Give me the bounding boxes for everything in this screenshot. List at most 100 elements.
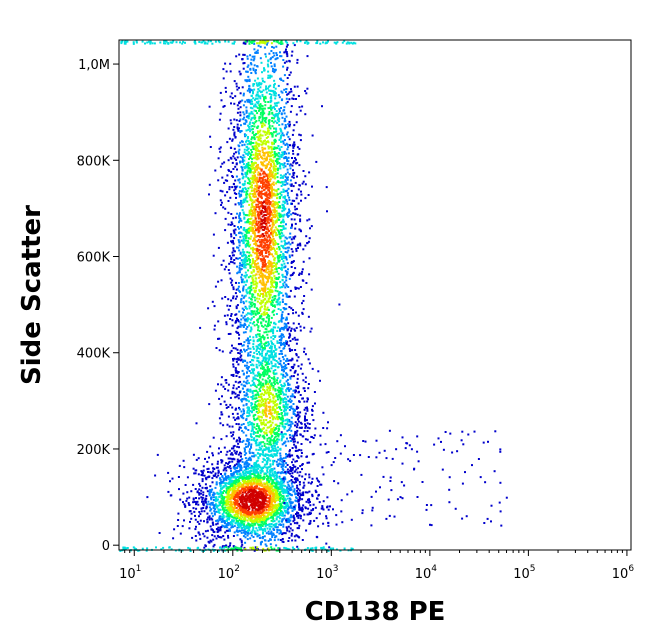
event-point — [217, 474, 220, 477]
event-point — [278, 291, 281, 294]
event-point — [247, 472, 249, 474]
event-point — [279, 192, 282, 195]
event-point — [251, 107, 254, 110]
event-point — [240, 541, 243, 544]
event-point — [263, 495, 266, 498]
event-point — [272, 271, 275, 274]
event-point — [273, 146, 276, 149]
event-point — [251, 227, 254, 230]
event-point — [252, 274, 255, 277]
event-point — [183, 519, 185, 522]
event-point — [248, 80, 251, 82]
event-point — [238, 217, 241, 219]
event-point — [247, 237, 250, 240]
event-point — [259, 337, 262, 340]
event-point — [292, 94, 295, 97]
event-point — [315, 517, 318, 520]
event-point — [251, 112, 254, 115]
event-point — [246, 189, 249, 192]
event-point — [238, 446, 240, 449]
event-point — [252, 278, 255, 281]
event-point — [213, 512, 216, 515]
event-point — [294, 539, 297, 542]
event-point — [262, 523, 265, 526]
event-point — [271, 490, 274, 493]
event-point — [216, 522, 219, 525]
event-point — [262, 536, 264, 538]
event-point — [226, 486, 229, 489]
event-point — [292, 129, 295, 132]
event-point — [296, 489, 299, 492]
event-point — [293, 517, 296, 520]
event-point — [201, 486, 204, 489]
event-point — [243, 465, 246, 468]
event-point — [253, 481, 255, 484]
event-point — [241, 324, 244, 327]
event-point — [232, 347, 235, 350]
event-point — [255, 97, 258, 100]
event-point — [251, 502, 253, 505]
event-point — [224, 229, 227, 232]
event-point — [285, 102, 288, 105]
event-point — [278, 523, 281, 526]
event-point — [288, 500, 291, 502]
event-point — [246, 55, 249, 58]
event-point — [292, 236, 295, 239]
event-point — [267, 70, 270, 73]
event-point — [215, 519, 218, 522]
event-point — [237, 482, 240, 485]
event-point — [254, 72, 257, 75]
event-point — [268, 126, 271, 129]
event-point — [291, 539, 294, 542]
event-point — [235, 319, 238, 322]
event-point — [241, 344, 244, 347]
event-point — [247, 152, 250, 155]
event-point — [236, 534, 239, 537]
event-point — [275, 483, 278, 486]
event-point — [167, 471, 170, 474]
event-point — [308, 473, 311, 476]
event-point — [264, 263, 267, 266]
event-point — [272, 326, 275, 329]
event-point — [251, 477, 254, 480]
event-point — [304, 412, 307, 415]
event-point — [226, 141, 229, 144]
event-point — [273, 459, 276, 462]
event-point — [214, 212, 217, 215]
event-point — [261, 484, 264, 487]
event-point — [259, 290, 261, 293]
event-point — [211, 477, 214, 480]
event-point — [274, 203, 277, 206]
event-point — [300, 494, 303, 496]
event-point — [243, 295, 246, 298]
event-point — [256, 127, 259, 129]
event-point — [268, 173, 270, 176]
event-point — [224, 296, 227, 298]
event-point — [276, 172, 279, 175]
event-point — [228, 466, 231, 469]
event-point — [247, 177, 250, 180]
event-point — [250, 288, 253, 291]
event-point — [264, 489, 267, 492]
event-point — [233, 225, 236, 227]
event-point — [241, 261, 244, 264]
event-point — [241, 485, 244, 488]
event-point — [218, 147, 221, 150]
event-point — [251, 304, 254, 307]
event-point — [265, 140, 268, 143]
event-point — [265, 392, 268, 395]
event-point — [220, 497, 223, 500]
event-point — [189, 520, 191, 523]
event-point — [241, 503, 244, 506]
event-point — [259, 512, 262, 515]
event-point — [280, 333, 283, 336]
event-point — [247, 98, 250, 101]
event-point — [268, 207, 271, 210]
event-point — [259, 506, 262, 509]
event-point — [297, 202, 300, 205]
event-point — [263, 311, 266, 314]
event-point — [310, 225, 313, 228]
event-point — [234, 479, 237, 482]
event-point — [254, 478, 256, 481]
event-point — [264, 205, 267, 208]
